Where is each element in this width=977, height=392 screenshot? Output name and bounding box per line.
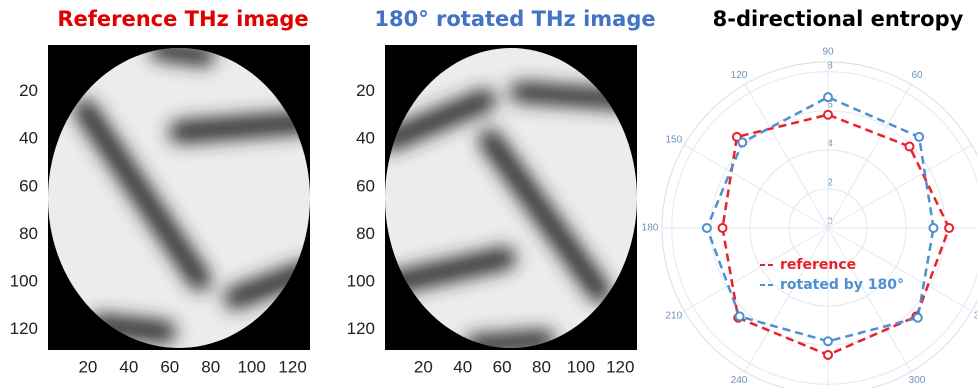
image-2 <box>380 40 645 360</box>
y-tick-label: 40 <box>356 129 375 148</box>
y-tick-label: 80 <box>356 224 375 243</box>
data-point <box>905 143 913 151</box>
theta-tick-label: 150 <box>666 135 683 146</box>
chart-title: 180° rotated THz image <box>374 7 655 31</box>
theta-grid-line <box>828 84 911 228</box>
y-tick-label: 60 <box>356 176 375 195</box>
x-tick-label: 40 <box>453 357 472 376</box>
data-point <box>738 138 746 146</box>
theta-grid-line <box>684 145 828 228</box>
x-tick-label: 60 <box>160 357 179 376</box>
y-tick-label: 120 <box>10 319 38 338</box>
theta-tick-label: 90 <box>822 47 834 58</box>
y-tick-label: 100 <box>347 272 375 291</box>
series-line <box>707 97 934 341</box>
x-tick-label: 20 <box>78 357 97 376</box>
chart-title: Reference THz image <box>57 7 308 31</box>
y-tick-label: 120 <box>347 319 375 338</box>
x-tick-label: 80 <box>201 357 220 376</box>
image-1 <box>40 40 320 360</box>
theta-grid-line <box>828 145 972 228</box>
y-tick-label: 40 <box>19 129 38 148</box>
x-tick-label: 80 <box>532 357 551 376</box>
theta-tick-label: 240 <box>731 375 748 386</box>
x-tick-label: 100 <box>237 357 265 376</box>
legend-label: rotated by 180° <box>780 277 904 293</box>
x-tick-label: 120 <box>278 357 306 376</box>
y-tick-label: 20 <box>19 81 38 100</box>
chart-title: 8-directional entropy <box>713 7 964 31</box>
theta-grid-line <box>745 84 828 228</box>
theta-tick-label: 210 <box>666 311 683 322</box>
data-point <box>915 133 923 141</box>
y-tick-label: 60 <box>19 176 38 195</box>
theta-tick-label: 180 <box>642 223 659 234</box>
legend-label: reference <box>780 257 856 273</box>
data-point <box>824 111 832 119</box>
data-point <box>824 351 832 359</box>
data-point <box>703 224 711 232</box>
y-tick-label: 80 <box>19 224 38 243</box>
x-tick-label: 20 <box>414 357 433 376</box>
x-tick-label: 40 <box>119 357 138 376</box>
data-point <box>824 337 832 345</box>
x-tick-label: 60 <box>493 357 512 376</box>
data-point <box>945 224 953 232</box>
data-point <box>929 224 937 232</box>
data-point <box>736 312 744 320</box>
theta-tick-label: 60 <box>911 70 923 81</box>
x-tick-label: 120 <box>606 357 634 376</box>
data-point <box>824 93 832 101</box>
theta-tick-label: 300 <box>909 375 926 386</box>
data-point <box>719 224 727 232</box>
x-tick-label: 100 <box>567 357 595 376</box>
y-tick-label: 100 <box>10 272 38 291</box>
data-point <box>914 314 922 322</box>
y-tick-label: 20 <box>356 81 375 100</box>
theta-tick-label: 120 <box>731 70 748 81</box>
